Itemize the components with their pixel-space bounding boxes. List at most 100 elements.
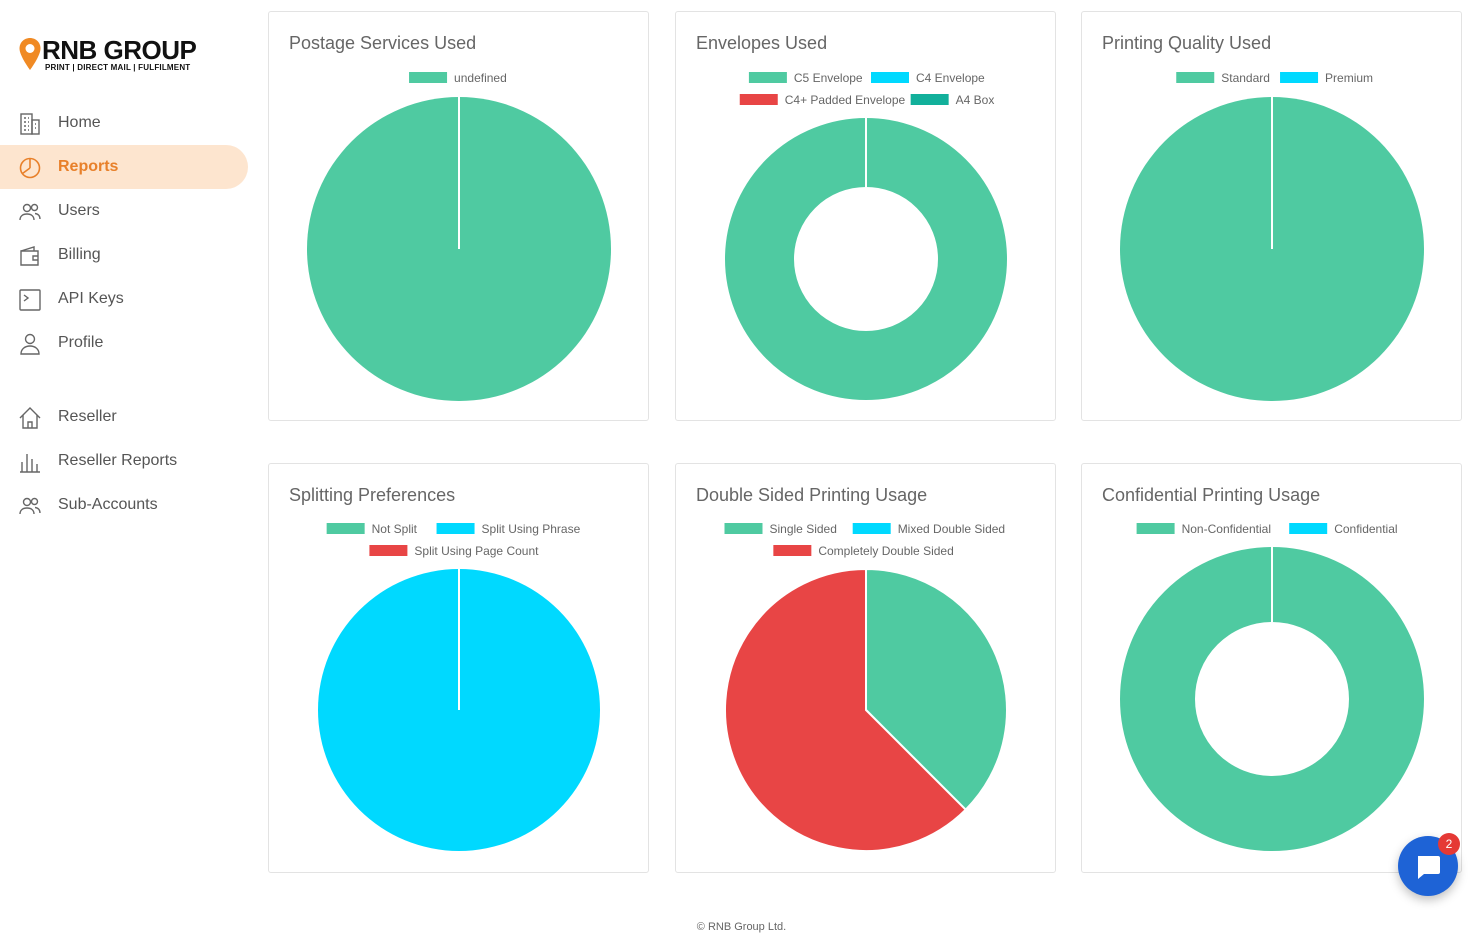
- legend-swatch: [773, 545, 812, 556]
- location-pin-icon: [19, 38, 41, 70]
- legend-swatch: [748, 72, 787, 83]
- legend-swatch: [1289, 523, 1328, 534]
- legend-item[interactable]: Split Using Page Count: [369, 544, 539, 558]
- pie-chart: Single Sided Mixed Double Sided Completely…: [724, 522, 1008, 852]
- brand-name: RNB GROUP: [42, 35, 197, 65]
- legend-swatch: [436, 523, 475, 534]
- legend-swatch: [852, 523, 891, 534]
- legend-item[interactable]: C4+ Padded Envelope: [739, 93, 906, 107]
- legend-swatch: [369, 545, 408, 556]
- donut-chart: Non-Confidential Confidential: [1120, 522, 1424, 851]
- pie-chart: Standard Premium: [1120, 71, 1424, 401]
- legend-swatch: [724, 523, 763, 534]
- legend-label: Not Split: [372, 522, 418, 536]
- wallet-icon: [20, 246, 39, 266]
- nav-reports[interactable]: Reports: [0, 145, 248, 189]
- pie-slice[interactable]: [724, 567, 968, 852]
- chart-title: Confidential Printing Usage: [1102, 485, 1321, 505]
- legend-item[interactable]: Mixed Double Sided: [852, 522, 1005, 536]
- home-icon: [19, 407, 41, 429]
- nav-label: Profile: [58, 334, 104, 351]
- legend-item[interactable]: Split Using Phrase: [436, 522, 581, 536]
- chart-card-splitting: Splitting Preferences Not Split Split Usi…: [268, 463, 649, 873]
- legend-swatch: [1280, 72, 1319, 83]
- pie-chart-icon: [19, 157, 41, 179]
- nav-profile[interactable]: Profile: [0, 321, 248, 365]
- legend-label: C4 Envelope: [916, 71, 985, 85]
- bar-chart-icon: [20, 454, 40, 473]
- legend-item[interactable]: C4 Envelope: [871, 71, 985, 85]
- pie-slice[interactable]: [865, 567, 1008, 812]
- nav-label: Billing: [58, 246, 101, 263]
- pie-chart: Not Split Split Using Phrase Split Using P…: [318, 522, 600, 851]
- legend-item[interactable]: Confidential: [1289, 522, 1398, 536]
- legend-label: A4 Box: [956, 93, 995, 107]
- legend-item[interactable]: undefined: [409, 71, 507, 85]
- legend-label: Standard: [1221, 71, 1270, 85]
- legend-label: Confidential: [1334, 522, 1397, 536]
- legend-label: Non-Confidential: [1182, 522, 1271, 536]
- notification-badge: 2: [1438, 833, 1460, 855]
- building-icon: [20, 113, 40, 135]
- nav-reseller-reports[interactable]: Reseller Reports: [0, 439, 248, 483]
- legend-item[interactable]: Non-Confidential: [1136, 522, 1271, 536]
- legend-label: Split Using Page Count: [414, 544, 539, 558]
- nav-label: Home: [58, 114, 101, 131]
- legend-item[interactable]: Not Split: [326, 522, 418, 536]
- nav-label: Reports: [58, 158, 119, 175]
- user-icon: [20, 333, 40, 355]
- nav-home[interactable]: Home: [0, 101, 248, 145]
- nav-label: Reseller Reports: [58, 452, 178, 469]
- legend-item[interactable]: Single Sided: [724, 522, 837, 536]
- chart-card-postage: Postage Services Used undefined: [268, 11, 649, 421]
- legend-swatch: [409, 72, 448, 83]
- users-icon: [19, 497, 41, 515]
- users-icon: [19, 203, 41, 221]
- chart-title: Splitting Preferences: [289, 485, 456, 505]
- legend-swatch: [871, 72, 909, 83]
- legend-item[interactable]: Standard: [1176, 71, 1270, 85]
- brand-tagline: PRINT | DIRECT MAIL | FULFILMENT: [45, 63, 191, 72]
- chat-button[interactable]: 2: [1398, 833, 1460, 896]
- chart-card-envelopes: Envelopes Used C5 Envelope C4 Envelope C4+…: [675, 11, 1056, 421]
- chart-title: Printing Quality Used: [1102, 33, 1272, 53]
- legend-swatch: [1176, 72, 1215, 83]
- legend-swatch: [326, 523, 365, 534]
- chart-card-double-sided: Double Sided Printing Usage Single Sided…: [675, 463, 1056, 873]
- legend-item[interactable]: Completely Double Sided: [773, 544, 954, 558]
- footer-copyright: © RNB Group Ltd.: [696, 921, 787, 933]
- nav-sub-accounts[interactable]: Sub-Accounts: [0, 483, 248, 527]
- chart-title: Postage Services Used: [289, 33, 477, 53]
- nav-api-keys[interactable]: API Keys: [0, 277, 248, 321]
- legend-item[interactable]: C5 Envelope: [748, 71, 863, 85]
- legend-label: Single Sided: [770, 522, 837, 536]
- pie-chart: undefined: [307, 71, 611, 401]
- legend-label: Completely Double Sided: [818, 544, 953, 558]
- nav-label: Users: [58, 202, 100, 219]
- sidebar: RNB GROUP PRINT | DIRECT MAIL | FULFILME…: [0, 0, 255, 945]
- legend-label: Mixed Double Sided: [898, 522, 1005, 536]
- legend-swatch: [910, 94, 949, 105]
- legend-label: C4+ Padded Envelope: [785, 93, 906, 107]
- nav-label: API Keys: [58, 290, 124, 307]
- legend-label: Split Using Phrase: [482, 522, 581, 536]
- legend-label: undefined: [454, 71, 507, 85]
- nav-reseller[interactable]: Reseller: [0, 395, 248, 439]
- chart-title: Envelopes Used: [696, 33, 828, 53]
- brand-logo[interactable]: RNB GROUP PRINT | DIRECT MAIL | FULFILME…: [18, 35, 208, 77]
- legend-swatch: [739, 94, 778, 105]
- legend-label: C5 Envelope: [794, 71, 863, 85]
- legend-item[interactable]: A4 Box: [910, 93, 995, 107]
- chart-title: Double Sided Printing Usage: [696, 485, 928, 505]
- chart-card-confidential: Confidential Printing Usage Non-Confiden…: [1081, 463, 1462, 873]
- nav-users[interactable]: Users: [0, 189, 248, 233]
- legend-swatch: [1136, 523, 1175, 534]
- nav-label: Reseller: [58, 408, 117, 425]
- nav-label: Sub-Accounts: [58, 496, 158, 513]
- chat-icon: [1418, 856, 1440, 879]
- chart-card-print-quality: Printing Quality Used Standard Premium: [1081, 11, 1462, 421]
- terminal-icon: [19, 289, 41, 311]
- legend-item[interactable]: Premium: [1280, 71, 1373, 85]
- legend-label: Premium: [1325, 71, 1373, 85]
- nav-billing[interactable]: Billing: [0, 233, 248, 277]
